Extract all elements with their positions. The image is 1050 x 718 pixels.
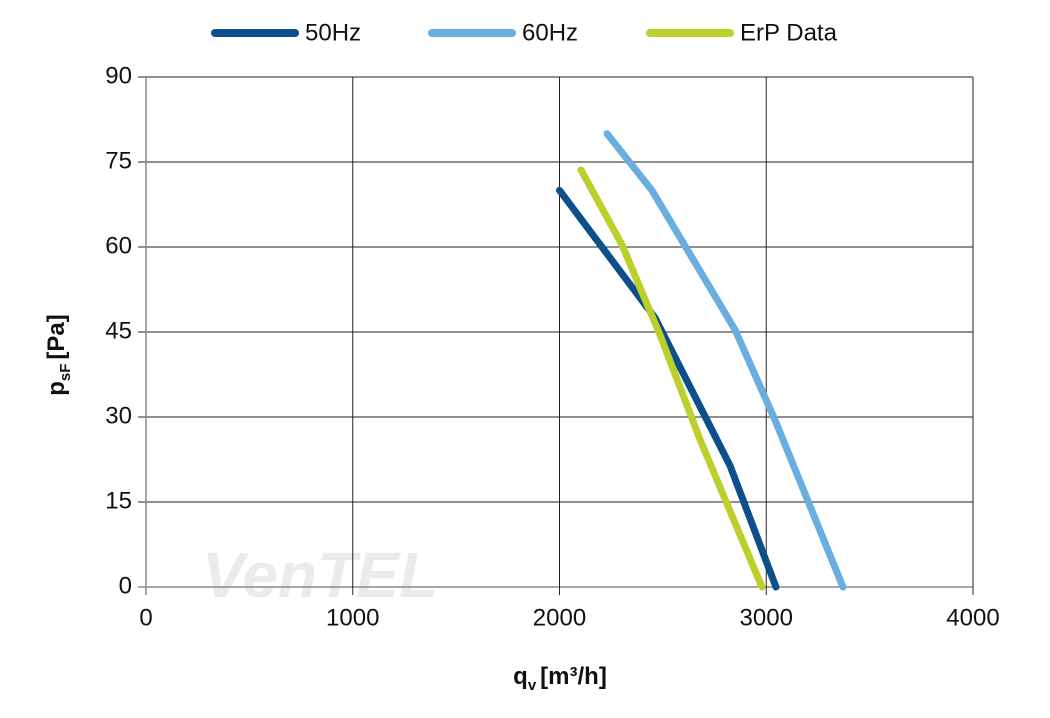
y-tick-label: 45 bbox=[105, 317, 132, 344]
series-line bbox=[556, 186, 780, 591]
x-tick-label: 3000 bbox=[740, 604, 793, 631]
x-tick-label: 4000 bbox=[946, 604, 999, 631]
series-line bbox=[577, 166, 766, 591]
x-label-symbol: q bbox=[513, 663, 528, 690]
x-tick-label: 1000 bbox=[326, 604, 379, 631]
y-tick-label: 0 bbox=[119, 572, 132, 599]
y-axis-label: psF [Pa] bbox=[43, 314, 74, 396]
y-tick-label: 60 bbox=[105, 232, 132, 259]
legend-label: 50Hz bbox=[305, 19, 361, 46]
y-label-subscript: sF bbox=[57, 364, 74, 382]
y-tick-label: 15 bbox=[105, 487, 132, 514]
legend-label: 60Hz bbox=[522, 19, 578, 46]
legend-label: ErP Data bbox=[740, 19, 838, 46]
x-label-unit: [m³/h] bbox=[540, 663, 607, 690]
x-tick-label: 0 bbox=[139, 604, 152, 631]
x-axis-label: qv [m³/h] bbox=[513, 663, 607, 694]
y-tick-label: 75 bbox=[105, 147, 132, 174]
watermark: VenTEL bbox=[202, 539, 438, 611]
x-label-subscript: v bbox=[528, 677, 537, 694]
y-tick-label: 30 bbox=[105, 402, 132, 429]
y-tick-label: 90 bbox=[105, 62, 132, 89]
y-label-symbol: p bbox=[43, 381, 70, 396]
y-label-unit: [Pa] bbox=[43, 314, 70, 359]
series-line bbox=[603, 130, 847, 591]
x-tick-label: 2000 bbox=[533, 604, 586, 631]
watermark-text: VenTEL bbox=[202, 539, 438, 611]
